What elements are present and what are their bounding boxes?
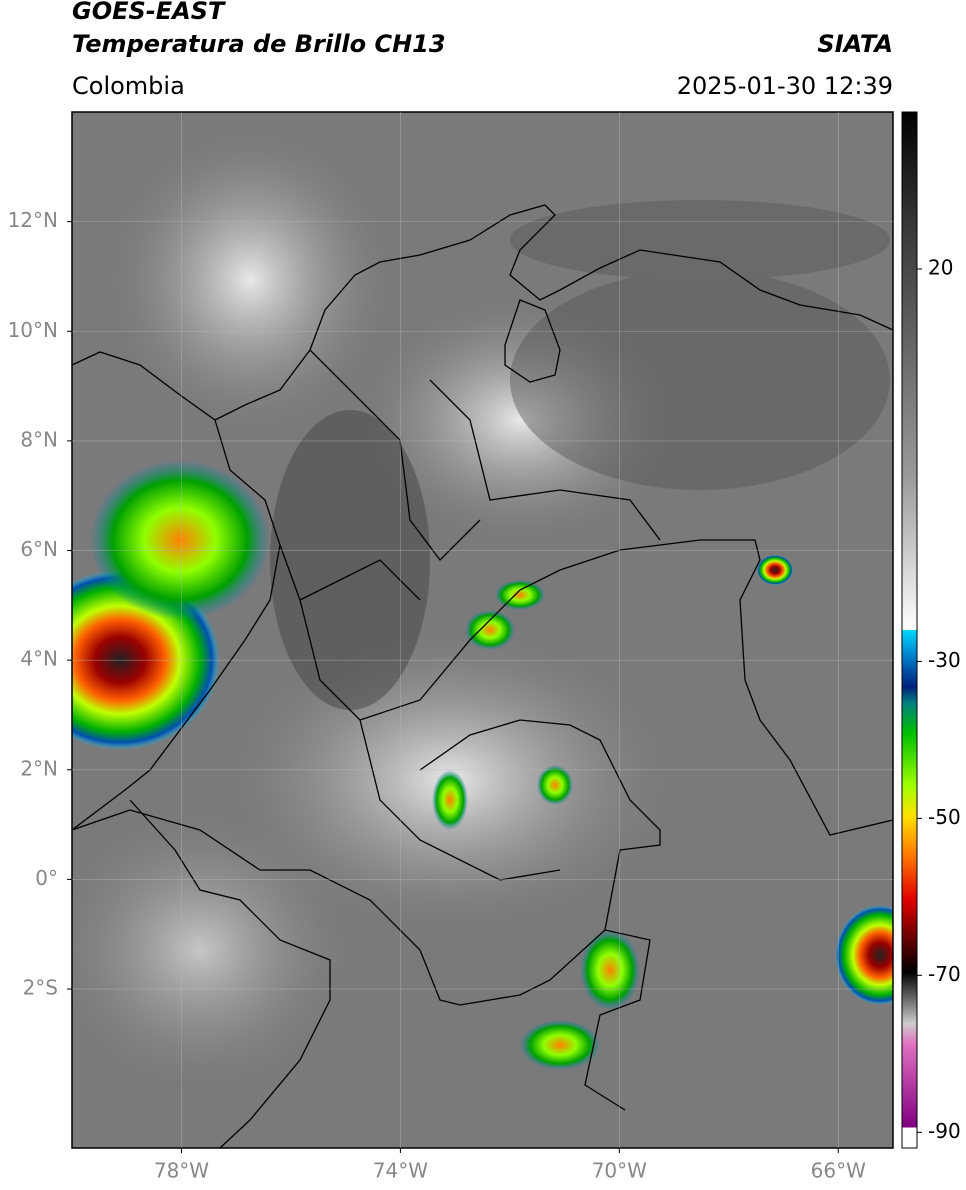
x-tick-label: 74°W (373, 1159, 428, 1183)
colorbar-tick-label: 20 (928, 255, 953, 279)
subtitle: Temperatura de Brillo CH13 (72, 30, 446, 58)
y-tick-label: 4°N (20, 647, 58, 671)
colorbar-tick-label: -30 (928, 648, 961, 672)
y-tick-label: 0° (35, 866, 58, 890)
region: Colombia (72, 72, 185, 100)
colorbar-tick-label: -90 (928, 1119, 961, 1143)
y-tick-label: 8°N (20, 427, 58, 451)
colorbar-tick-label: -50 (928, 805, 961, 829)
datetime: 2025-01-30 12:39 (677, 72, 893, 100)
y-tick-label: 6°N (20, 537, 58, 561)
source: SIATA (817, 30, 893, 58)
satellite-image (72, 112, 893, 1148)
y-tick-label: 2°N (20, 756, 58, 780)
y-tick-label: 12°N (8, 208, 58, 232)
x-tick-label: 66°W (811, 1159, 866, 1183)
y-tick-label: 2°S (23, 976, 58, 1000)
y-tick-label: 10°N (8, 318, 58, 342)
x-tick-label: 78°W (154, 1159, 209, 1183)
x-tick-label: 70°W (592, 1159, 647, 1183)
title: GOES-EAST (72, 0, 226, 25)
colorbar (901, 111, 918, 1149)
colorbar-tick-label: -70 (928, 962, 961, 986)
map-frame (71, 111, 894, 1149)
